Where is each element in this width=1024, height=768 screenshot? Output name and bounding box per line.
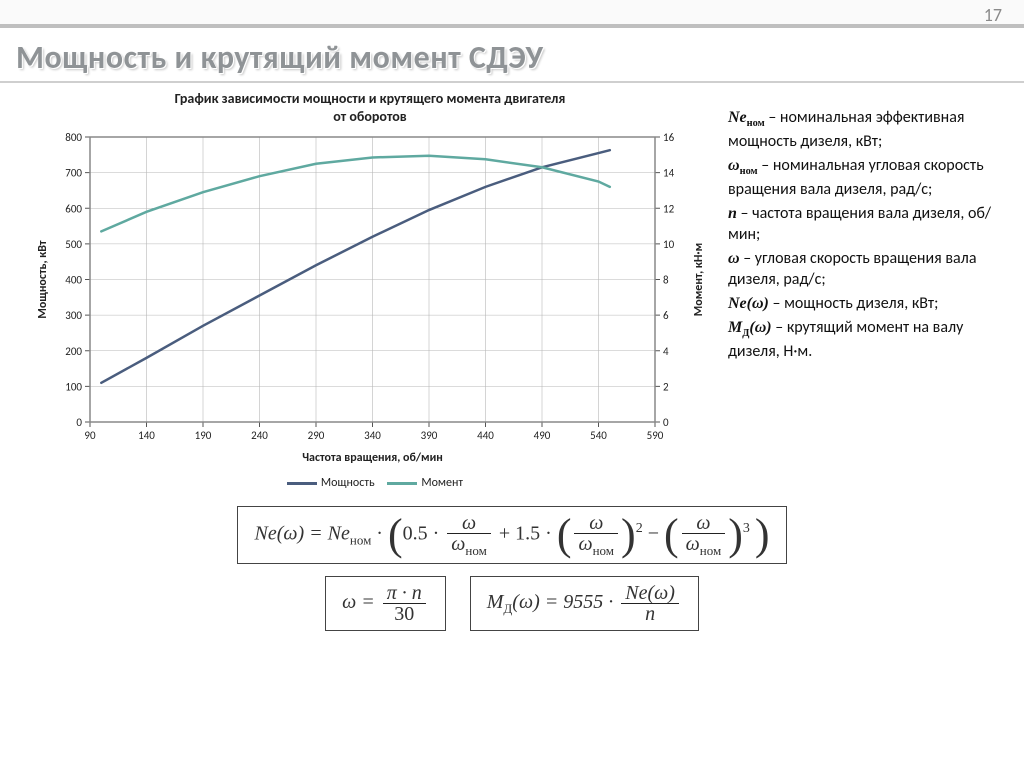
formula-ne-omega: Ne(ω) = Neном · (0.5 · ωωном + 1.5 · (ωω…: [237, 506, 786, 564]
svg-text:12: 12: [663, 202, 675, 215]
glossary-item: ωном – номинальная угловая скорость вращ…: [728, 155, 1004, 201]
svg-text:300: 300: [65, 309, 82, 322]
legend-label-1: Мощность: [321, 476, 375, 490]
svg-text:440: 440: [477, 429, 494, 442]
svg-text:500: 500: [65, 238, 82, 251]
svg-text:340: 340: [364, 429, 381, 442]
chart-legend: Мощность Момент: [30, 472, 710, 490]
svg-text:400: 400: [65, 274, 82, 287]
glossary-column: Neном – номинальная эффективная мощность…: [728, 91, 1004, 490]
svg-text:290: 290: [308, 429, 325, 442]
svg-text:490: 490: [534, 429, 551, 442]
svg-text:540: 540: [590, 429, 607, 442]
formulas-block: Ne(ω) = Neном · (0.5 · ωωном + 1.5 · (ωω…: [0, 490, 1024, 637]
svg-text:8: 8: [663, 274, 669, 287]
page-number: 17: [984, 4, 1002, 26]
legend-label-2: Момент: [421, 476, 463, 490]
svg-text:700: 700: [65, 167, 82, 180]
chart-plot: 9014019024029034039044049054059001002003…: [30, 127, 710, 467]
svg-text:600: 600: [65, 202, 82, 215]
chart-column: График зависимости мощности и крутящего …: [30, 91, 710, 490]
formula-md: MД(ω) = 9555 · Ne(ω)n: [470, 576, 699, 631]
svg-text:100: 100: [65, 381, 82, 394]
glossary-item: MД(ω) – крутящий момент на валу дизеля, …: [728, 317, 1004, 363]
svg-text:6: 6: [663, 309, 669, 322]
svg-text:140: 140: [138, 429, 155, 442]
svg-text:0: 0: [76, 416, 82, 429]
svg-text:4: 4: [663, 345, 669, 358]
glossary-item: Ne(ω) – мощность дизеля, кВт;: [728, 293, 1004, 315]
svg-text:190: 190: [195, 429, 212, 442]
svg-text:390: 390: [421, 429, 438, 442]
glossary-item: n – частота вращения вала дизеля, об/мин…: [728, 203, 1004, 246]
svg-text:16: 16: [663, 131, 675, 144]
glossary-item: ω – угловая скорость вращения вала дизел…: [728, 248, 1004, 291]
svg-text:590: 590: [647, 429, 664, 442]
svg-text:800: 800: [65, 131, 82, 144]
svg-text:14: 14: [663, 167, 675, 180]
svg-text:240: 240: [251, 429, 268, 442]
svg-text:0: 0: [663, 416, 669, 429]
slide-title: Мощность и крутящий момент СДЭУ: [0, 28, 1024, 83]
glossary-item: Neном – номинальная эффективная мощность…: [728, 107, 1004, 153]
svg-text:90: 90: [84, 429, 96, 442]
svg-text:Мощность, кВт: Мощность, кВт: [36, 240, 50, 318]
formula-omega: ω = π · n30: [325, 576, 446, 631]
svg-text:10: 10: [663, 238, 675, 251]
svg-text:Частота вращения, об/мин: Частота вращения, об/мин: [302, 451, 443, 465]
svg-text:200: 200: [65, 345, 82, 358]
chart-title-line1: График зависимости мощности и крутящего …: [30, 91, 710, 107]
content-row: График зависимости мощности и крутящего …: [0, 83, 1024, 490]
svg-text:Момент, кН·м: Момент, кН·м: [692, 243, 706, 316]
header-bar: 17: [0, 0, 1024, 28]
chart-title-line2: от оборотов: [30, 109, 710, 125]
svg-text:2: 2: [663, 381, 669, 394]
